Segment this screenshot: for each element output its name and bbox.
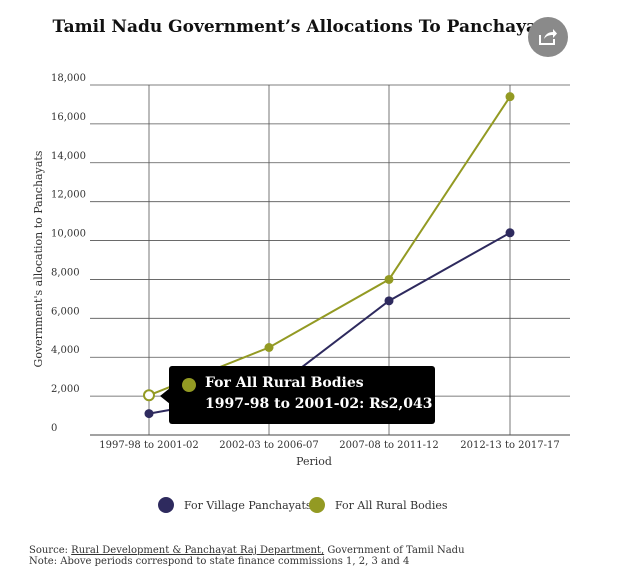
data-point-for-village-panchayats[interactable]: [505, 228, 515, 238]
source-line: Source: Rural Development & Panchayat Ra…: [29, 545, 465, 556]
legend-item-village-panchayats[interactable]: For Village Panchayats: [158, 497, 312, 513]
legend-label-village-panchayats: For Village Panchayats: [184, 498, 312, 512]
legend: For Village Panchayats For All Rural Bod…: [0, 497, 627, 517]
tooltip-series-marker: [182, 378, 196, 392]
y-tick-label: 10,000: [51, 229, 86, 240]
series-line-for-all-rural-bodies: [148, 96, 511, 397]
legend-marker-all-rural-bodies: [309, 497, 325, 513]
y-tick-label: 2,000: [51, 384, 80, 395]
data-point-for-all-rural-bodies[interactable]: [264, 343, 274, 352]
x-tick-label: 2007-08 to 2011-12: [339, 440, 439, 451]
source-suffix: Government of Tamil Nadu: [324, 545, 465, 556]
y-tick-label: 0: [51, 423, 57, 434]
data-point-for-village-panchayats[interactable]: [144, 409, 154, 419]
tooltip-series-name: For All Rural Bodies: [205, 375, 364, 391]
x-tick-label: 2002-03 to 2006-07: [219, 440, 319, 451]
source-prefix: Source:: [29, 545, 72, 556]
legend-item-all-rural-bodies[interactable]: For All Rural Bodies: [309, 497, 448, 513]
x-tick-label: 2012-13 to 2017-17: [460, 440, 560, 451]
x-tick-label: 1997-98 to 2001-02: [99, 440, 199, 451]
y-axis-title: Government's allocation to Panchayats: [32, 150, 45, 367]
note-line: Note: Above periods correspond to state …: [29, 556, 410, 567]
y-tick-label: 14,000: [51, 151, 86, 162]
share-icon: [539, 29, 557, 45]
share-button[interactable]: [528, 17, 568, 57]
source-link[interactable]: Rural Development & Panchayat Raj Depart…: [71, 545, 325, 556]
chart-title: Tamil Nadu Government’s Allocations To P…: [52, 17, 555, 37]
y-tick-label: 4,000: [51, 345, 80, 356]
y-tick-label: 16,000: [51, 112, 86, 123]
y-tick-label: 18,000: [51, 73, 86, 84]
y-tick-label: 6,000: [51, 306, 80, 317]
data-point-for-all-rural-bodies[interactable]: [505, 92, 515, 102]
tooltip-pointer: [160, 388, 170, 404]
tooltip-value: 1997-98 to 2001-02: Rs2,043: [205, 396, 433, 412]
legend-label-all-rural-bodies: For All Rural Bodies: [335, 498, 448, 512]
data-point-for-all-rural-bodies[interactable]: [384, 274, 394, 284]
x-axis-title: Period: [296, 455, 332, 468]
y-tick-label: 12,000: [51, 190, 86, 201]
y-tick-label: 8,000: [51, 267, 80, 278]
data-point-for-all-rural-bodies[interactable]: [143, 389, 155, 402]
tooltip: For All Rural Bodies 1997-98 to 2001-02:…: [160, 366, 435, 424]
chart-footer: Source: Rural Development & Panchayat Ra…: [29, 545, 465, 567]
legend-marker-village-panchayats: [158, 497, 174, 513]
data-point-for-village-panchayats[interactable]: [384, 296, 394, 306]
